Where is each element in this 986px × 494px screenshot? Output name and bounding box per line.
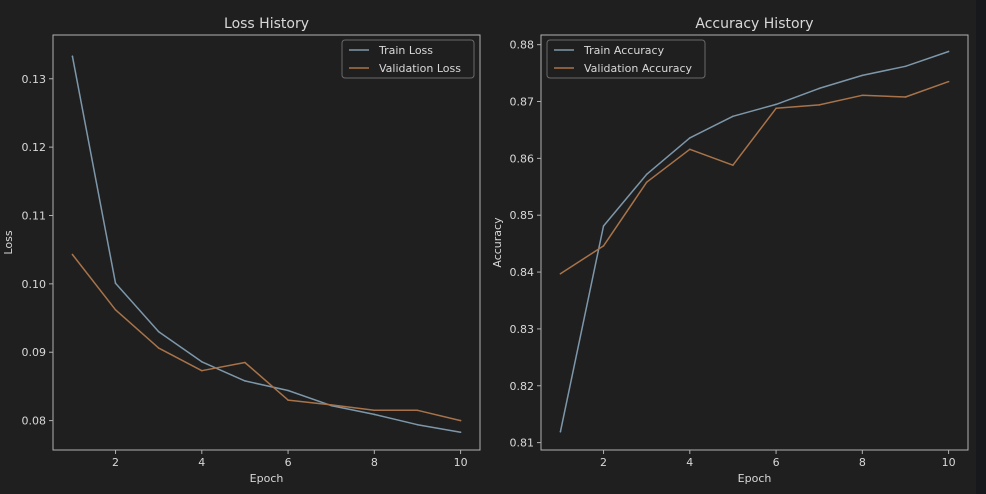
- y-axis-label: Accuracy: [491, 217, 504, 268]
- data-point: [861, 94, 864, 97]
- data-point: [201, 361, 203, 363]
- data-point: [157, 347, 160, 349]
- x-tick-label: 4: [198, 456, 205, 469]
- y-tick-label: 0.82: [510, 380, 535, 393]
- series-line-2: [71, 254, 461, 422]
- data-point: [114, 309, 117, 311]
- data-point: [157, 330, 160, 333]
- y-tick-label: 0.86: [510, 152, 535, 165]
- y-tick-label: 0.84: [510, 266, 535, 279]
- data-point: [689, 137, 691, 139]
- data-point: [645, 173, 648, 176]
- data-point: [559, 431, 562, 433]
- y-tick-label: 0.88: [510, 39, 535, 52]
- legend-entry: Validation Accuracy: [584, 62, 693, 75]
- y-tick-label: 0.81: [510, 437, 535, 450]
- data-point: [818, 87, 820, 90]
- data-point: [71, 253, 74, 256]
- data-point: [602, 225, 605, 227]
- x-tick-label: 8: [371, 456, 378, 469]
- data-point: [114, 282, 117, 284]
- y-tick-label: 0.13: [22, 73, 47, 86]
- chart-title: Loss History: [224, 16, 309, 32]
- data-point: [71, 55, 74, 57]
- y-tick-label: 0.83: [510, 323, 535, 336]
- data-point: [732, 115, 734, 118]
- y-tick-label: 0.11: [22, 209, 47, 222]
- data-point: [732, 164, 734, 166]
- data-point: [559, 272, 562, 275]
- x-tick-label: 10: [942, 456, 956, 469]
- data-point: [602, 245, 605, 247]
- chart-panel-2: Accuracy History 2 4 6 8 10 0.81 0.82 0.83 0.84 0.…: [491, 16, 969, 485]
- page-edge: [976, 0, 986, 494]
- x-tick-label: 4: [686, 456, 693, 469]
- series-line-2: [559, 80, 949, 275]
- series-line-1: [71, 56, 461, 433]
- data-point: [818, 104, 820, 106]
- data-point: [416, 409, 419, 412]
- data-point: [373, 413, 376, 416]
- x-tick-label: 6: [773, 456, 780, 469]
- x-tick-label: 2: [600, 456, 607, 469]
- data-point: [459, 419, 462, 422]
- x-tick-label: 8: [859, 456, 866, 469]
- legend: Train Accuracy Validation Accuracy: [546, 39, 706, 79]
- data-point: [904, 96, 907, 98]
- x-tick-label: 6: [285, 456, 292, 469]
- y-tick-label: 0.10: [22, 278, 47, 291]
- data-point: [775, 107, 777, 110]
- x-axis-label: Epoch: [250, 472, 284, 485]
- legend-entry: Train Accuracy: [583, 44, 665, 57]
- data-point: [373, 409, 376, 412]
- y-tick-label: 0.09: [22, 346, 47, 359]
- data-point: [287, 389, 289, 392]
- data-point: [459, 431, 462, 434]
- data-point: [201, 369, 203, 372]
- y-axis-label: Loss: [2, 230, 15, 254]
- y-tick-label: 0.08: [22, 415, 47, 428]
- data-point: [861, 74, 864, 77]
- axes-frame: [52, 34, 481, 451]
- data-point: [244, 380, 246, 382]
- legend-box: [546, 39, 706, 79]
- chart-panel-1: Loss History 2 4 6 8 10 0.08 0.09 0.10 0.11 0.12 0.…: [2, 16, 481, 485]
- legend: Train Loss Validation Loss: [341, 39, 475, 79]
- data-point: [947, 80, 950, 83]
- data-point: [416, 423, 419, 426]
- x-tick-label: 10: [454, 456, 468, 469]
- data-point: [244, 361, 246, 364]
- y-tick-label: 0.85: [510, 209, 535, 222]
- data-point: [689, 148, 691, 151]
- data-point: [775, 103, 777, 106]
- series-line-1: [559, 50, 949, 432]
- chart-title: Accuracy History: [695, 16, 813, 32]
- legend-box: [341, 39, 475, 79]
- y-tick-label: 0.87: [510, 96, 535, 109]
- x-axis-label: Epoch: [738, 472, 772, 485]
- axes-frame: [540, 34, 969, 451]
- data-point: [904, 65, 907, 68]
- legend-entry: Validation Loss: [379, 62, 461, 75]
- data-point: [287, 399, 289, 401]
- y-tick-label: 0.12: [22, 141, 47, 154]
- data-point: [947, 50, 950, 53]
- data-point: [645, 181, 648, 184]
- x-tick-label: 2: [112, 456, 119, 469]
- legend-entry: Train Loss: [378, 44, 433, 57]
- data-point: [330, 404, 332, 406]
